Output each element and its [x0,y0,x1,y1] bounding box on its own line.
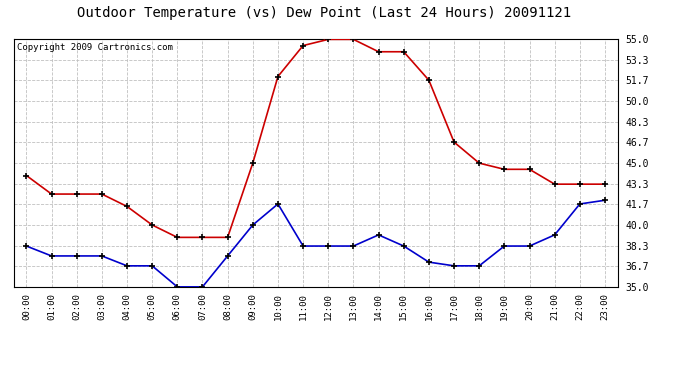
Text: Outdoor Temperature (vs) Dew Point (Last 24 Hours) 20091121: Outdoor Temperature (vs) Dew Point (Last… [77,6,571,20]
Text: Copyright 2009 Cartronics.com: Copyright 2009 Cartronics.com [17,43,172,52]
